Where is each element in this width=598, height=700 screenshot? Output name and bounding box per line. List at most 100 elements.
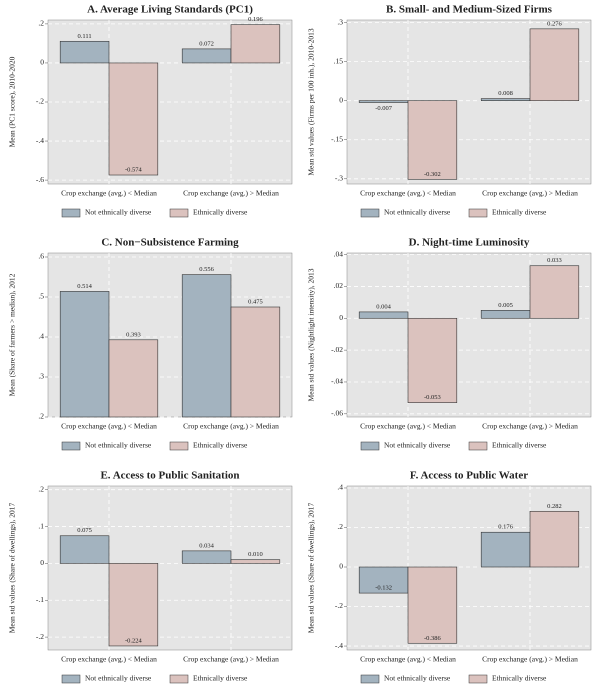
bar <box>529 510 580 568</box>
bar <box>407 100 458 180</box>
bar <box>230 559 281 564</box>
value-label: 0.556 <box>199 266 214 273</box>
legend-label: Ethnically diverse <box>492 441 547 450</box>
bar <box>480 310 531 319</box>
y-tick-label: -.2 <box>36 97 44 106</box>
legend-swatch <box>61 208 81 218</box>
y-axis-label: Mean std values (Firms per 100 inh.), 20… <box>307 28 316 176</box>
y-axis-label: Mean std values (Nightlight intensity), … <box>307 268 316 401</box>
y-tick-label: .1 <box>38 521 44 530</box>
y-tick-label: .3 <box>337 17 343 26</box>
y-tick-label: .4 <box>337 483 343 492</box>
bar <box>529 28 580 101</box>
bar <box>480 98 531 101</box>
legend-swatch <box>468 441 488 451</box>
bar <box>59 535 110 564</box>
bar <box>529 265 580 319</box>
legend-label: Not ethnically diverse <box>85 441 152 450</box>
y-tick-label: .5 <box>38 292 44 301</box>
bar <box>358 566 409 594</box>
chart-title: E. Access to Public Sanitation <box>100 470 239 482</box>
x-tick-label: Crop exchange (avg.) < Median <box>61 189 157 198</box>
x-tick-label: Crop exchange (avg.) < Median <box>360 189 456 198</box>
y-tick-label: -.2 <box>335 601 343 610</box>
x-tick-label: Crop exchange (avg.) < Median <box>61 655 157 664</box>
value-label: -0.224 <box>125 637 143 644</box>
value-label: -0.574 <box>125 167 143 174</box>
chart-title: B. Small- and Medium-Sized Firms <box>386 4 553 16</box>
chart-title: A. Average Living Standards (PC1) <box>87 4 253 16</box>
bar <box>108 62 159 176</box>
x-tick-label: Crop exchange (avg.) > Median <box>482 422 578 431</box>
y-tick-label: 0 <box>40 58 44 67</box>
y-axis-label: Mean (Share of farmers > median), 2012 <box>8 273 17 396</box>
y-axis-label: Mean (PC1 score), 2010-2020 <box>8 56 17 147</box>
legend-label: Not ethnically diverse <box>384 208 451 217</box>
x-tick-label: Crop exchange (avg.) < Median <box>360 655 456 664</box>
panel: C. Non−Subsistence Farming .6 .5 .4 .3 .2 Mean… <box>8 237 293 451</box>
x-tick-label: Crop exchange (avg.) < Median <box>360 422 456 431</box>
y-tick-label: -.1 <box>36 595 44 604</box>
value-label: 0.276 <box>547 20 562 27</box>
y-tick-label: -.3 <box>335 174 343 183</box>
value-label: 0.196 <box>248 16 263 23</box>
bar <box>108 339 159 418</box>
legend-swatch <box>61 674 81 684</box>
value-label: 0.176 <box>498 524 513 531</box>
value-label: 0.393 <box>126 331 141 338</box>
legend-label: Ethnically diverse <box>193 441 248 450</box>
panel: A. Average Living Standards (PC1) .2 0 -.2 -… <box>8 4 293 218</box>
value-label: 0.111 <box>78 33 92 40</box>
value-label: 0.004 <box>376 303 391 310</box>
y-tick-label: -.2 <box>36 632 44 641</box>
bar <box>230 306 281 418</box>
x-tick-label: Crop exchange (avg.) > Median <box>482 655 578 664</box>
bar <box>358 311 409 319</box>
value-label: 0.282 <box>547 503 562 510</box>
legend-swatch <box>61 441 81 451</box>
y-tick-label: -.04 <box>331 377 343 386</box>
y-axis-label: Mean std values (Share of dwellings), 20… <box>307 502 316 633</box>
bar <box>59 291 110 418</box>
value-label: 0.514 <box>77 283 92 290</box>
legend-swatch <box>468 208 488 218</box>
value-label: -0.302 <box>424 171 441 178</box>
panel: F. Access to Public Water .4 .2 0 -.2 -.4 Mean… <box>307 470 592 684</box>
value-label: 0.034 <box>199 542 214 549</box>
y-tick-label: 0 <box>40 558 44 567</box>
y-tick-label: -.15 <box>331 134 343 143</box>
value-label: 0.033 <box>547 257 562 264</box>
y-tick-label: 0 <box>339 95 343 104</box>
plot-area <box>47 485 293 651</box>
y-tick-label: .04 <box>334 249 344 258</box>
bar <box>181 48 232 64</box>
y-tick-label: 0 <box>339 313 343 322</box>
legend-swatch <box>169 674 189 684</box>
y-tick-label: .6 <box>38 252 44 261</box>
x-tick-label: Crop exchange (avg.) > Median <box>183 655 279 664</box>
legend-label: Not ethnically diverse <box>384 674 451 683</box>
value-label: -0.053 <box>424 394 441 401</box>
value-label: -0.132 <box>375 585 392 592</box>
value-label: 0.008 <box>498 90 513 97</box>
y-tick-label: -.6 <box>36 175 44 184</box>
value-label: 0.005 <box>498 302 513 309</box>
y-tick-label: .02 <box>334 281 344 290</box>
y-tick-label: .15 <box>334 56 344 65</box>
panel: E. Access to Public Sanitation .2 .1 0 -.1 -.… <box>8 470 293 684</box>
chart-title: C. Non−Subsistence Farming <box>101 237 239 249</box>
y-tick-label: -.02 <box>331 345 343 354</box>
x-tick-label: Crop exchange (avg.) > Median <box>183 189 279 198</box>
bar <box>230 24 281 64</box>
x-tick-label: Crop exchange (avg.) < Median <box>61 422 157 431</box>
value-label: -0.007 <box>375 105 393 112</box>
legend-label: Ethnically diverse <box>492 208 547 217</box>
legend-label: Not ethnically diverse <box>384 441 451 450</box>
y-tick-label: .2 <box>38 19 44 28</box>
y-axis-label: Mean std values (Share of dwellings), 20… <box>8 502 17 633</box>
value-label: 0.075 <box>77 527 92 534</box>
value-label: 0.475 <box>248 298 263 305</box>
legend-label: Not ethnically diverse <box>85 674 152 683</box>
legend-swatch <box>169 441 189 451</box>
